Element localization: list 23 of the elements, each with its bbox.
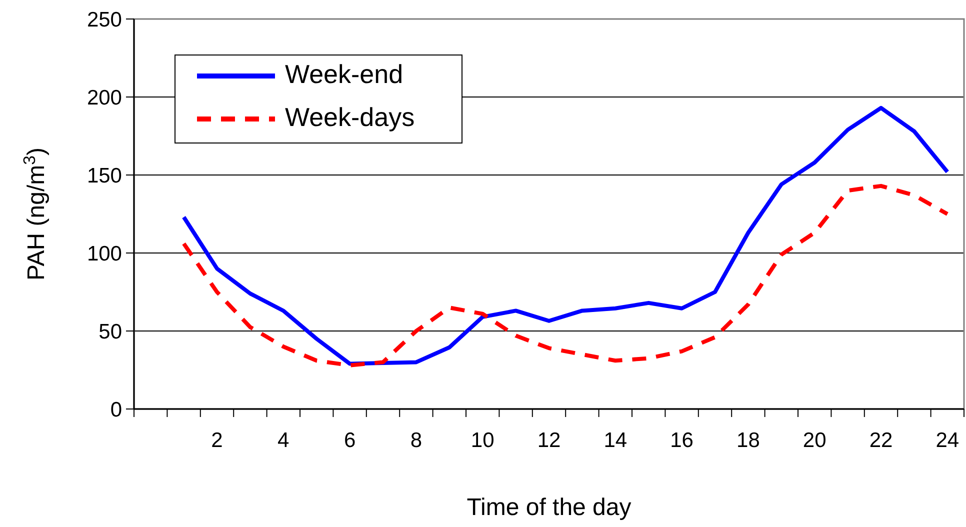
y-tick-label: 200 <box>86 86 122 110</box>
y-tick-label: 100 <box>86 242 122 266</box>
x-tick-label: 18 <box>736 429 760 452</box>
x-axis-title: Time of the day <box>466 494 632 521</box>
x-tick-label: 22 <box>869 429 893 452</box>
line-series <box>182 184 950 368</box>
x-tick-label: 4 <box>278 429 290 452</box>
line-series <box>182 106 950 366</box>
x-tick-label: 24 <box>936 429 960 452</box>
x-tick-label: 16 <box>670 429 694 452</box>
x-tick-label: 20 <box>802 429 826 452</box>
legend-label: Week-end <box>285 59 404 89</box>
x-tick-label: 14 <box>604 429 628 452</box>
legend-label: Week-days <box>285 102 415 132</box>
y-tick-label: 150 <box>86 164 122 188</box>
x-tick-label: 10 <box>470 429 494 452</box>
x-tick-label: 12 <box>537 429 561 452</box>
x-tick-label: 6 <box>344 429 356 452</box>
y-tick-label: 50 <box>98 320 122 344</box>
y-tick-label: 0 <box>110 398 122 422</box>
x-tick-label: 2 <box>211 429 223 452</box>
y-tick-label: 250 <box>86 8 122 32</box>
x-tick-label: 8 <box>410 429 422 452</box>
